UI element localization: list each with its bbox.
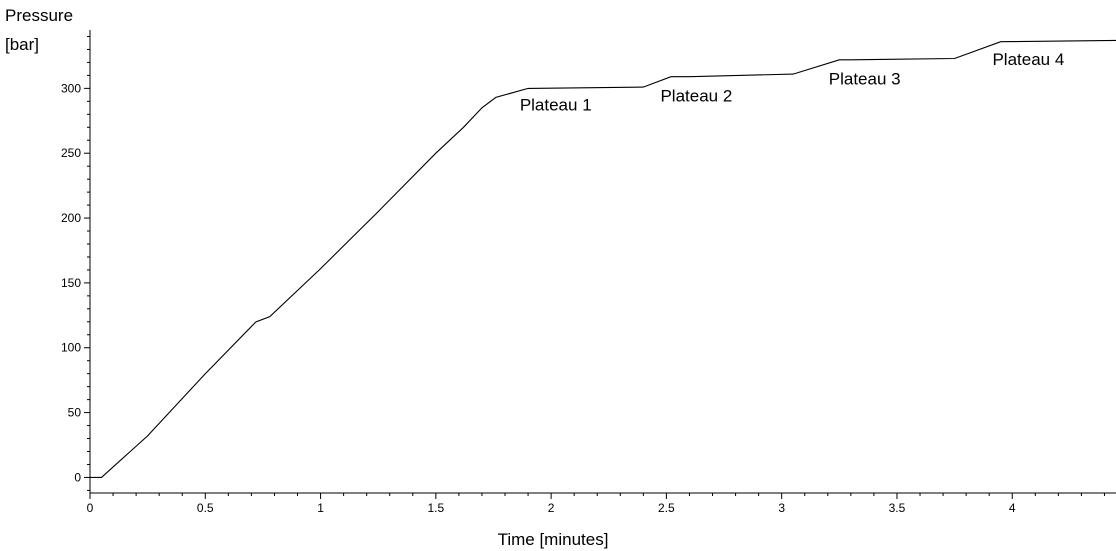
x-tick-label: 2.5 (658, 501, 675, 515)
x-tick-label: 3 (778, 501, 785, 515)
plateau-annotation: Plateau 2 (660, 86, 732, 105)
series-layer (90, 39, 1116, 478)
y-tick-label: 50 (68, 406, 82, 420)
y-tick-label: 300 (61, 81, 81, 95)
pressure-series-line (90, 39, 1116, 478)
y-tick-label: 100 (61, 341, 81, 355)
y-minor-ticks (87, 35, 90, 491)
x-axis-title: Time [minutes] (498, 530, 609, 549)
y-axis-title-line-2: [bar] (5, 35, 39, 54)
plateau-annotation: Plateau 4 (992, 50, 1064, 69)
x-tick-label: 1.5 (427, 501, 444, 515)
x-tick-label: 1 (317, 501, 324, 515)
y-ticks: 0 50 100 150 200 250 300 (61, 81, 90, 484)
x-tick-label: 0.5 (197, 501, 214, 515)
x-tick-label: 3.5 (889, 501, 906, 515)
y-tick-label: 200 (61, 211, 81, 225)
x-ticks: 0 0.5 1 1.5 2 2.5 3 3.5 4 (87, 493, 1016, 515)
x-tick-label: 4 (1009, 501, 1016, 515)
y-axis-title-line-1: Pressure (5, 6, 73, 25)
x-tick-label: 0 (87, 501, 94, 515)
y-tick-label: 150 (61, 276, 81, 290)
plateau-annotation: Plateau 3 (829, 69, 901, 88)
chart-axes (89, 30, 1116, 494)
plateau-annotation: Plateau 1 (520, 95, 592, 114)
y-tick-label: 0 (74, 470, 81, 484)
annotations-layer: Plateau 1 Plateau 2 Plateau 3 Plateau 4 (520, 50, 1064, 114)
x-tick-label: 2 (548, 501, 555, 515)
y-tick-label: 250 (61, 146, 81, 160)
x-minor-ticks (112, 493, 1105, 496)
